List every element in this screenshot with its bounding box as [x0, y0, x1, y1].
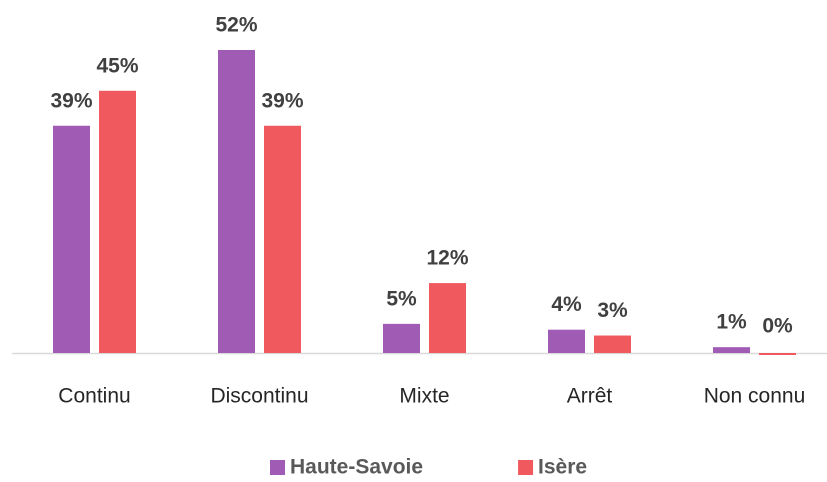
- bar: [383, 323, 420, 353]
- data-label: 0%: [762, 315, 793, 338]
- bar: [264, 125, 301, 353]
- bar: [759, 353, 796, 355]
- data-label: 39%: [261, 89, 303, 112]
- bar: [53, 125, 90, 353]
- bar: [594, 335, 631, 353]
- x-tick-label: Non connu: [704, 385, 806, 408]
- bar: [429, 283, 466, 353]
- data-label: 12%: [426, 247, 468, 270]
- data-label: 52%: [215, 14, 257, 37]
- bar: [713, 347, 750, 353]
- bar: [548, 329, 585, 353]
- x-tick-label: Discontinu: [210, 385, 308, 408]
- x-tick-label: Continu: [58, 385, 130, 408]
- legend-label: Haute-Savoie: [290, 456, 423, 479]
- data-label: 1%: [716, 311, 747, 334]
- legend-label: Isère: [538, 456, 587, 479]
- x-tick-label: Mixte: [399, 385, 449, 408]
- legend-swatch: [270, 460, 285, 475]
- data-label: 45%: [96, 54, 138, 77]
- bar: [99, 90, 136, 354]
- legend-swatch: [518, 460, 534, 475]
- data-label: 39%: [50, 89, 92, 112]
- data-label: 5%: [386, 287, 417, 310]
- data-label: 3%: [597, 299, 628, 322]
- x-tick-label: Arrêt: [567, 385, 613, 408]
- bar: [218, 50, 255, 353]
- data-label: 4%: [551, 293, 582, 316]
